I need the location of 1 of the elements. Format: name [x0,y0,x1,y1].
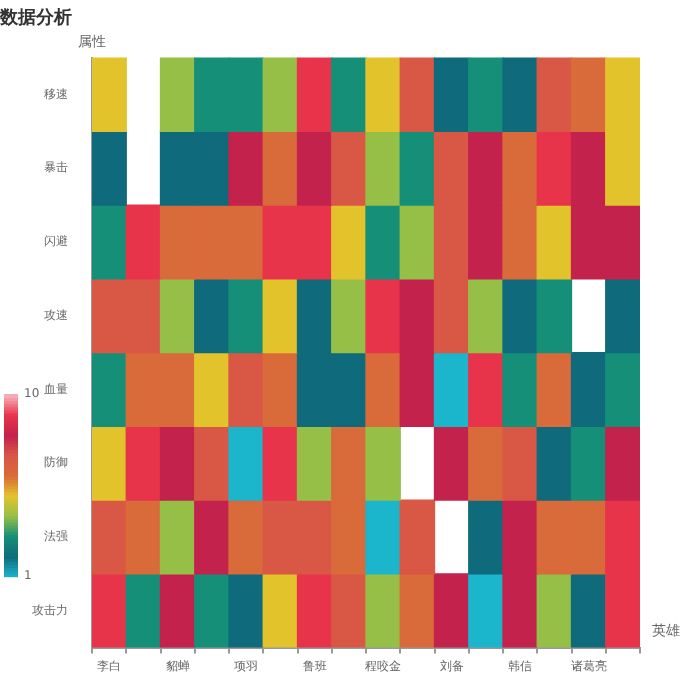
chart-title: 数据分析 [0,7,72,30]
